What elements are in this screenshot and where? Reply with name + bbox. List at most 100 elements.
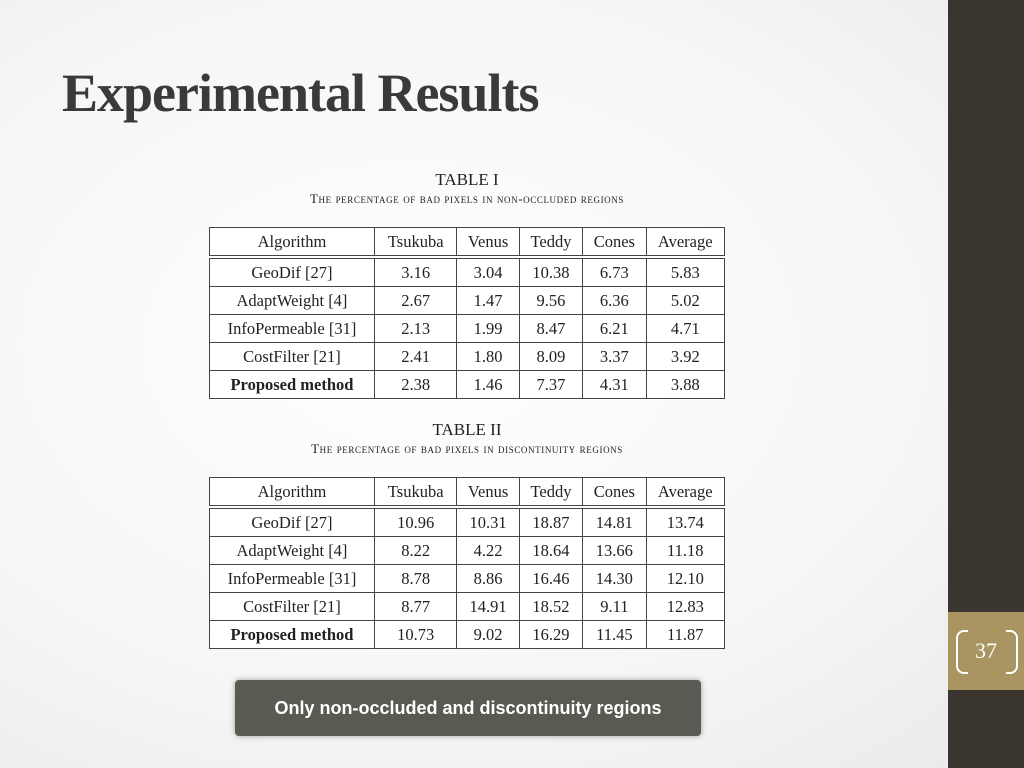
- header-cell: Venus: [456, 477, 520, 508]
- table-row: GeoDif [27] 10.96 10.31 18.87 14.81 13.7…: [209, 506, 725, 537]
- table-cell: 14.30: [582, 564, 647, 593]
- table-row: AdaptWeight [4] 8.22 4.22 18.64 13.66 11…: [209, 536, 725, 565]
- table-cell: 9.02: [456, 620, 520, 649]
- table-cell: 1.80: [456, 342, 520, 371]
- table-cell: AdaptWeight [4]: [209, 286, 375, 315]
- table-row: GeoDif [27] 3.16 3.04 10.38 6.73 5.83: [209, 256, 725, 287]
- right-brace-icon: [1006, 630, 1018, 674]
- left-brace-icon: [956, 630, 968, 674]
- table-header-row: Algorithm Tsukuba Venus Teddy Cones Aver…: [209, 227, 725, 258]
- table-cell: 10.96: [373, 506, 458, 537]
- table-cell: 12.10: [645, 564, 725, 593]
- table-cell: 11.18: [645, 536, 725, 565]
- table-cell: 5.02: [645, 286, 725, 315]
- table-row: CostFilter [21] 8.77 14.91 18.52 9.11 12…: [209, 592, 725, 621]
- table-cell: 6.73: [582, 256, 647, 287]
- table-cell: 2.41: [373, 342, 458, 371]
- table-2-number: TABLE II: [432, 420, 502, 439]
- table-cell: 8.09: [518, 342, 584, 371]
- table-row: CostFilter [21] 2.41 1.80 8.09 3.37 3.92: [209, 342, 725, 371]
- table-1-title: The percentage of bad pixels in non-occl…: [309, 191, 624, 206]
- table-cell: 13.66: [582, 536, 647, 565]
- table-cell: InfoPermeable [31]: [209, 314, 375, 343]
- table-cell: 5.83: [645, 256, 725, 287]
- table-cell: 18.87: [518, 506, 584, 537]
- table-cell: 8.22: [373, 536, 458, 565]
- table-2-title: The percentage of bad pixels in disconti…: [311, 441, 623, 456]
- table-row: AdaptWeight [4] 2.67 1.47 9.56 6.36 5.02: [209, 286, 725, 315]
- table-1: Algorithm Tsukuba Venus Teddy Cones Aver…: [209, 227, 725, 399]
- table-cell: 10.38: [518, 256, 584, 287]
- table-1-block: TABLE I The percentage of bad pixels in …: [209, 170, 725, 399]
- table-cell: 9.11: [582, 592, 647, 621]
- header-cell: Teddy: [518, 477, 584, 508]
- table-cell: Proposed method: [209, 370, 375, 399]
- table-2-block: TABLE II The percentage of bad pixels in…: [209, 420, 725, 649]
- table-cell: CostFilter [21]: [209, 342, 375, 371]
- header-cell: Algorithm: [209, 477, 375, 508]
- header-cell: Average: [645, 477, 725, 508]
- table-cell: 10.31: [456, 506, 520, 537]
- header-cell: Teddy: [518, 227, 584, 258]
- table-cell: 3.37: [582, 342, 647, 371]
- table-cell: 18.52: [518, 592, 584, 621]
- header-cell: Cones: [582, 227, 647, 258]
- table-cell: 11.45: [582, 620, 647, 649]
- table-cell: 8.86: [456, 564, 520, 593]
- table-header-row: Algorithm Tsukuba Venus Teddy Cones Aver…: [209, 477, 725, 508]
- table-1-number: TABLE I: [435, 170, 499, 189]
- table-2-caption: TABLE II The percentage of bad pixels in…: [209, 420, 725, 457]
- table-cell: 1.46: [456, 370, 520, 399]
- header-cell: Tsukuba: [373, 477, 458, 508]
- table-cell: 11.87: [645, 620, 725, 649]
- table-cell: 14.91: [456, 592, 520, 621]
- table-cell: CostFilter [21]: [209, 592, 375, 621]
- header-cell: Average: [645, 227, 725, 258]
- table-row: InfoPermeable [31] 2.13 1.99 8.47 6.21 4…: [209, 314, 725, 343]
- table-cell: AdaptWeight [4]: [209, 536, 375, 565]
- table-cell: 1.47: [456, 286, 520, 315]
- slide-title: Experimental Results: [62, 63, 539, 123]
- table-cell: 10.73: [373, 620, 458, 649]
- table-cell: 13.74: [645, 506, 725, 537]
- table-cell: 8.77: [373, 592, 458, 621]
- table-cell: 6.36: [582, 286, 647, 315]
- header-cell: Tsukuba: [373, 227, 458, 258]
- table-row: InfoPermeable [31] 8.78 8.86 16.46 14.30…: [209, 564, 725, 593]
- table-cell: InfoPermeable [31]: [209, 564, 375, 593]
- table-1-caption: TABLE I The percentage of bad pixels in …: [209, 170, 725, 207]
- table-row-proposed: Proposed method 2.38 1.46 7.37 4.31 3.88: [209, 370, 725, 399]
- table-cell: GeoDif [27]: [209, 506, 375, 537]
- table-cell: 2.38: [373, 370, 458, 399]
- note-box: Only non-occluded and discontinuity regi…: [235, 680, 701, 736]
- table-cell: 8.47: [518, 314, 584, 343]
- table-cell: 18.64: [518, 536, 584, 565]
- table-cell: GeoDif [27]: [209, 256, 375, 287]
- table-cell: 2.67: [373, 286, 458, 315]
- table-cell: 1.99: [456, 314, 520, 343]
- table-cell: 3.16: [373, 256, 458, 287]
- table-cell: 4.22: [456, 536, 520, 565]
- table-cell: 12.83: [645, 592, 725, 621]
- table-cell: 6.21: [582, 314, 647, 343]
- table-cell: 16.29: [518, 620, 584, 649]
- table-2: Algorithm Tsukuba Venus Teddy Cones Aver…: [209, 477, 725, 649]
- table-cell: 8.78: [373, 564, 458, 593]
- header-cell: Algorithm: [209, 227, 375, 258]
- table-cell: 4.71: [645, 314, 725, 343]
- table-cell: 9.56: [518, 286, 584, 315]
- table-cell: 4.31: [582, 370, 647, 399]
- page-number-badge: 37: [948, 612, 1024, 690]
- page-number: 37: [975, 638, 997, 663]
- table-cell: 14.81: [582, 506, 647, 537]
- table-cell: 7.37: [518, 370, 584, 399]
- table-cell: 3.92: [645, 342, 725, 371]
- table-cell: 3.88: [645, 370, 725, 399]
- table-cell: 16.46: [518, 564, 584, 593]
- header-cell: Cones: [582, 477, 647, 508]
- table-cell: 2.13: [373, 314, 458, 343]
- header-cell: Venus: [456, 227, 520, 258]
- table-cell: Proposed method: [209, 620, 375, 649]
- table-cell: 3.04: [456, 256, 520, 287]
- table-row-proposed: Proposed method 10.73 9.02 16.29 11.45 1…: [209, 620, 725, 649]
